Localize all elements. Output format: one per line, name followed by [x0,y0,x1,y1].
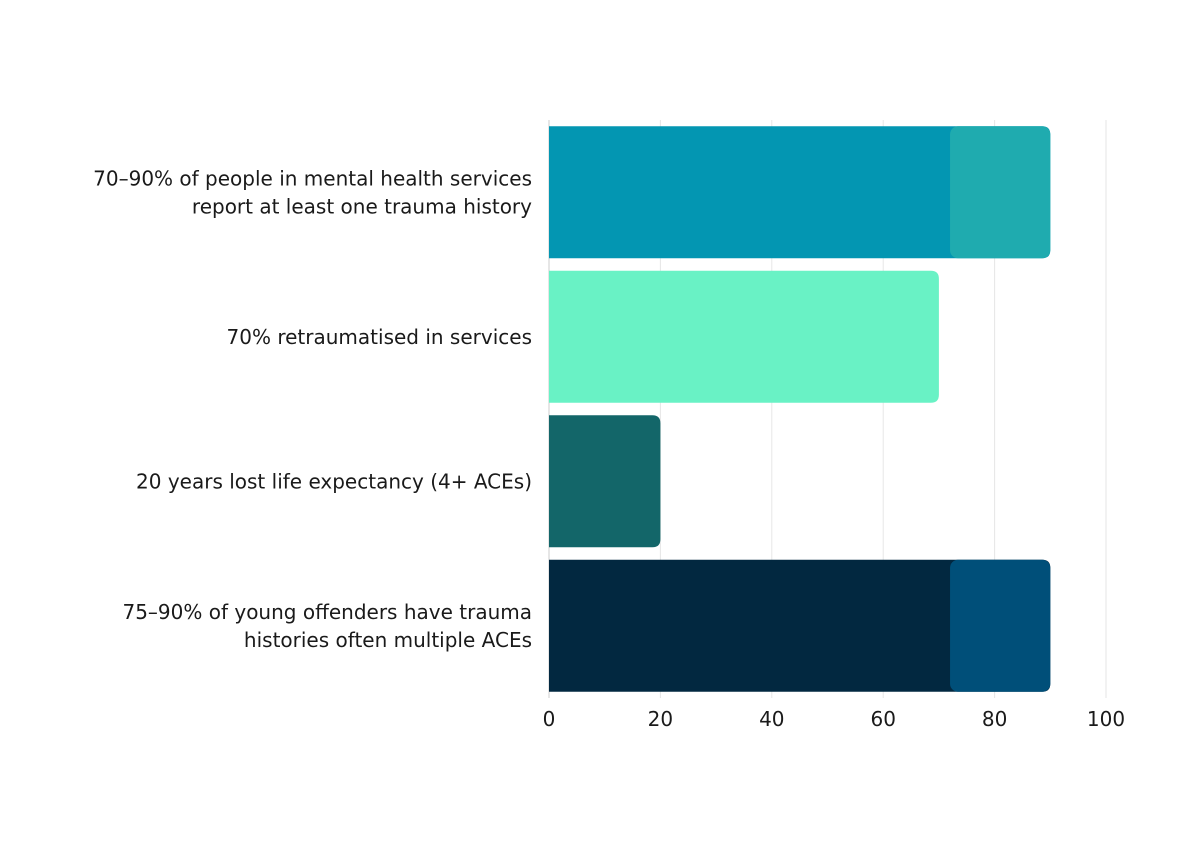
bar [549,126,1051,259]
bar-group [549,126,1051,259]
bar-range-segment [950,126,1051,259]
bar [549,415,661,548]
category-label: 70% retraumatised in services [227,325,532,349]
bar-group [549,559,1051,692]
x-tick-label: 20 [648,707,673,731]
bar [549,559,1051,692]
category-label: report at least one trauma history [192,194,532,218]
category-label: 75–90% of young offenders have trauma [122,600,532,624]
bar-range-segment [950,559,1051,692]
x-tick-label: 100 [1087,707,1125,731]
bar [549,270,939,403]
x-tick-label: 0 [543,707,556,731]
x-tick-label: 80 [982,707,1007,731]
x-tick-labels: 0 20 40 60 80 100 [543,707,1125,731]
category-label: histories often multiple ACEs [244,628,532,652]
x-tick-label: 60 [870,707,895,731]
bar-group [549,415,661,548]
bar-group [549,270,939,403]
category-labels: 70–90% of people in mental health servic… [93,166,532,652]
bars [549,126,1051,692]
x-tick-label: 40 [759,707,784,731]
category-label: 20 years lost life expectancy (4+ ACEs) [136,469,532,493]
category-label: 70–90% of people in mental health servic… [93,166,532,190]
